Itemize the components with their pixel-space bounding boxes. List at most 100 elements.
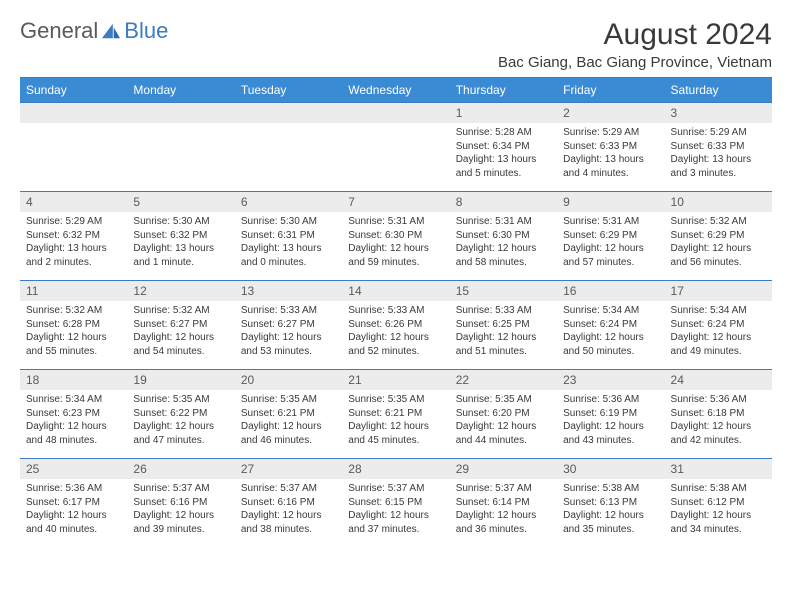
day-info-line: and 0 minutes.	[241, 256, 336, 270]
day-number: 1	[450, 103, 557, 123]
day-cell: 22Sunrise: 5:35 AMSunset: 6:20 PMDayligh…	[450, 370, 557, 458]
day-info-line: Sunset: 6:24 PM	[563, 318, 658, 332]
day-number: 15	[450, 281, 557, 301]
day-info-line: Sunrise: 5:31 AM	[563, 215, 658, 229]
day-info-line: and 52 minutes.	[348, 345, 443, 359]
day-info-line: and 49 minutes.	[671, 345, 766, 359]
day-number: 20	[235, 370, 342, 390]
day-info-line: and 51 minutes.	[456, 345, 551, 359]
weekday-header: Sunday	[20, 78, 127, 102]
day-cell: 24Sunrise: 5:36 AMSunset: 6:18 PMDayligh…	[665, 370, 772, 458]
day-info: Sunrise: 5:30 AMSunset: 6:32 PMDaylight:…	[127, 212, 234, 275]
day-info-line: Sunrise: 5:31 AM	[456, 215, 551, 229]
day-info-line: Daylight: 12 hours	[26, 509, 121, 523]
day-info: Sunrise: 5:33 AMSunset: 6:27 PMDaylight:…	[235, 301, 342, 364]
day-info-line: Sunset: 6:29 PM	[563, 229, 658, 243]
day-info-line: Daylight: 12 hours	[348, 331, 443, 345]
day-info-line: and 34 minutes.	[671, 523, 766, 537]
day-info-line: Sunrise: 5:33 AM	[348, 304, 443, 318]
day-info-line: Daylight: 12 hours	[563, 242, 658, 256]
day-info-line: Daylight: 12 hours	[241, 331, 336, 345]
day-cell: 7Sunrise: 5:31 AMSunset: 6:30 PMDaylight…	[342, 192, 449, 280]
day-number: 23	[557, 370, 664, 390]
day-info-line: Sunset: 6:24 PM	[671, 318, 766, 332]
day-info: Sunrise: 5:32 AMSunset: 6:27 PMDaylight:…	[127, 301, 234, 364]
month-title: August 2024	[498, 18, 772, 52]
day-info-line: Sunrise: 5:32 AM	[133, 304, 228, 318]
day-number: 30	[557, 459, 664, 479]
day-info: Sunrise: 5:38 AMSunset: 6:12 PMDaylight:…	[665, 479, 772, 542]
day-info-line: and 47 minutes.	[133, 434, 228, 448]
day-info-line: and 59 minutes.	[348, 256, 443, 270]
day-info-line: Sunrise: 5:35 AM	[348, 393, 443, 407]
day-info-line: and 43 minutes.	[563, 434, 658, 448]
day-cell: 6Sunrise: 5:30 AMSunset: 6:31 PMDaylight…	[235, 192, 342, 280]
week-row: 25Sunrise: 5:36 AMSunset: 6:17 PMDayligh…	[20, 458, 772, 547]
day-info-line: and 3 minutes.	[671, 167, 766, 181]
day-cell: 5Sunrise: 5:30 AMSunset: 6:32 PMDaylight…	[127, 192, 234, 280]
day-number: 6	[235, 192, 342, 212]
day-info-line: Sunrise: 5:35 AM	[456, 393, 551, 407]
day-number: 11	[20, 281, 127, 301]
day-cell	[20, 103, 127, 191]
day-info-line: Sunrise: 5:37 AM	[241, 482, 336, 496]
day-number: 17	[665, 281, 772, 301]
day-cell: 23Sunrise: 5:36 AMSunset: 6:19 PMDayligh…	[557, 370, 664, 458]
day-info-line: Sunset: 6:13 PM	[563, 496, 658, 510]
day-info-line: Daylight: 12 hours	[456, 331, 551, 345]
day-info-line: Daylight: 12 hours	[563, 331, 658, 345]
day-info-line: Sunrise: 5:34 AM	[671, 304, 766, 318]
day-info-line: Sunrise: 5:37 AM	[348, 482, 443, 496]
day-info: Sunrise: 5:38 AMSunset: 6:13 PMDaylight:…	[557, 479, 664, 542]
day-info: Sunrise: 5:32 AMSunset: 6:29 PMDaylight:…	[665, 212, 772, 275]
day-info-line: Sunrise: 5:34 AM	[26, 393, 121, 407]
day-info-line: Daylight: 13 hours	[563, 153, 658, 167]
day-info-line: Daylight: 12 hours	[26, 331, 121, 345]
day-number: 12	[127, 281, 234, 301]
day-cell: 9 Sunrise: 5:31 AMSunset: 6:29 PMDaylight…	[557, 192, 664, 280]
day-info-line: Sunset: 6:20 PM	[456, 407, 551, 421]
day-number: 24	[665, 370, 772, 390]
day-info-line: Sunset: 6:31 PM	[241, 229, 336, 243]
day-info: Sunrise: 5:35 AMSunset: 6:21 PMDaylight:…	[235, 390, 342, 453]
day-info-line: Daylight: 12 hours	[671, 242, 766, 256]
day-info-line: and 45 minutes.	[348, 434, 443, 448]
day-cell: 3Sunrise: 5:29 AMSunset: 6:33 PMDaylight…	[665, 103, 772, 191]
day-number: 3	[665, 103, 772, 123]
day-info-line: and 4 minutes.	[563, 167, 658, 181]
day-cell: 26Sunrise: 5:37 AMSunset: 6:16 PMDayligh…	[127, 459, 234, 547]
day-info: Sunrise: 5:34 AMSunset: 6:24 PMDaylight:…	[665, 301, 772, 364]
day-info-line: and 46 minutes.	[241, 434, 336, 448]
day-info-line: Sunset: 6:17 PM	[26, 496, 121, 510]
day-number: 4	[20, 192, 127, 212]
day-info-line: Sunrise: 5:29 AM	[671, 126, 766, 140]
day-number: 5	[127, 192, 234, 212]
day-info-line: and 35 minutes.	[563, 523, 658, 537]
day-cell: 2Sunrise: 5:29 AMSunset: 6:33 PMDaylight…	[557, 103, 664, 191]
day-cell: 14Sunrise: 5:33 AMSunset: 6:26 PMDayligh…	[342, 281, 449, 369]
day-number: 26	[127, 459, 234, 479]
day-info-line: and 40 minutes.	[26, 523, 121, 537]
day-info-line: Sunset: 6:28 PM	[26, 318, 121, 332]
day-cell: 19Sunrise: 5:35 AMSunset: 6:22 PMDayligh…	[127, 370, 234, 458]
day-info-line: Daylight: 12 hours	[348, 242, 443, 256]
weekday-header-row: SundayMondayTuesdayWednesdayThursdayFrid…	[20, 78, 772, 102]
day-cell: 16Sunrise: 5:34 AMSunset: 6:24 PMDayligh…	[557, 281, 664, 369]
day-info-line: Daylight: 13 hours	[456, 153, 551, 167]
day-info-line: Daylight: 12 hours	[456, 420, 551, 434]
weekday-header: Friday	[557, 78, 664, 102]
day-number: 2	[557, 103, 664, 123]
day-info-line: Sunrise: 5:30 AM	[133, 215, 228, 229]
day-cell: 25Sunrise: 5:36 AMSunset: 6:17 PMDayligh…	[20, 459, 127, 547]
weekday-header: Thursday	[450, 78, 557, 102]
day-info-line: Daylight: 12 hours	[671, 331, 766, 345]
day-cell: 31Sunrise: 5:38 AMSunset: 6:12 PMDayligh…	[665, 459, 772, 547]
day-info-line: and 38 minutes.	[241, 523, 336, 537]
day-number: 13	[235, 281, 342, 301]
day-info: Sunrise: 5:36 AMSunset: 6:17 PMDaylight:…	[20, 479, 127, 542]
logo-text-1: General	[20, 18, 98, 44]
day-info-line: Sunset: 6:19 PM	[563, 407, 658, 421]
day-info-line: Daylight: 12 hours	[241, 420, 336, 434]
day-number	[127, 103, 234, 123]
day-number: 9	[557, 192, 664, 212]
